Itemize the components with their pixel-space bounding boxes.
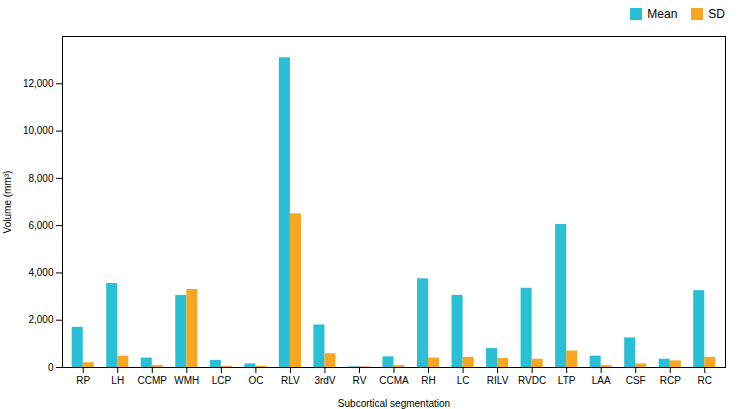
svg-text:WMH: WMH (174, 375, 199, 386)
svg-text:RILV: RILV (487, 375, 509, 386)
svg-text:RCP: RCP (660, 375, 681, 386)
svg-text:CSF: CSF (626, 375, 646, 386)
svg-text:Volume (mm³): Volume (mm³) (2, 171, 13, 234)
svg-text:6,000: 6,000 (28, 220, 53, 231)
svg-text:RVDC: RVDC (518, 375, 546, 386)
svg-text:RV: RV (353, 375, 367, 386)
svg-text:8,000: 8,000 (28, 173, 53, 184)
svg-text:4,000: 4,000 (28, 267, 53, 278)
html-text:SD: SD (708, 7, 725, 21)
svg-text:Subcortical segmentation: Subcortical segmentation (338, 398, 450, 409)
svg-text:LC: LC (457, 375, 470, 386)
svg-text:LTP: LTP (558, 375, 576, 386)
svg-text:0: 0 (48, 362, 54, 373)
svg-text:3rdV: 3rdV (314, 375, 335, 386)
svg-text:LAA: LAA (592, 375, 611, 386)
svg-text:RH: RH (421, 375, 435, 386)
svg-text:RC: RC (698, 375, 712, 386)
svg-text:OC: OC (248, 375, 263, 386)
html-text:Mean: Mean (647, 7, 678, 21)
svg-text:2,000: 2,000 (28, 314, 53, 325)
svg-text:12,000: 12,000 (23, 78, 54, 89)
svg-text:10,000: 10,000 (23, 125, 54, 136)
svg-text:LH: LH (111, 375, 124, 386)
svg-text:LCP: LCP (212, 375, 232, 386)
svg-text:RLV: RLV (281, 375, 300, 386)
svg-text:CCMA: CCMA (379, 375, 409, 386)
svg-text:RP: RP (76, 375, 90, 386)
svg-text:CCMP: CCMP (138, 375, 168, 386)
